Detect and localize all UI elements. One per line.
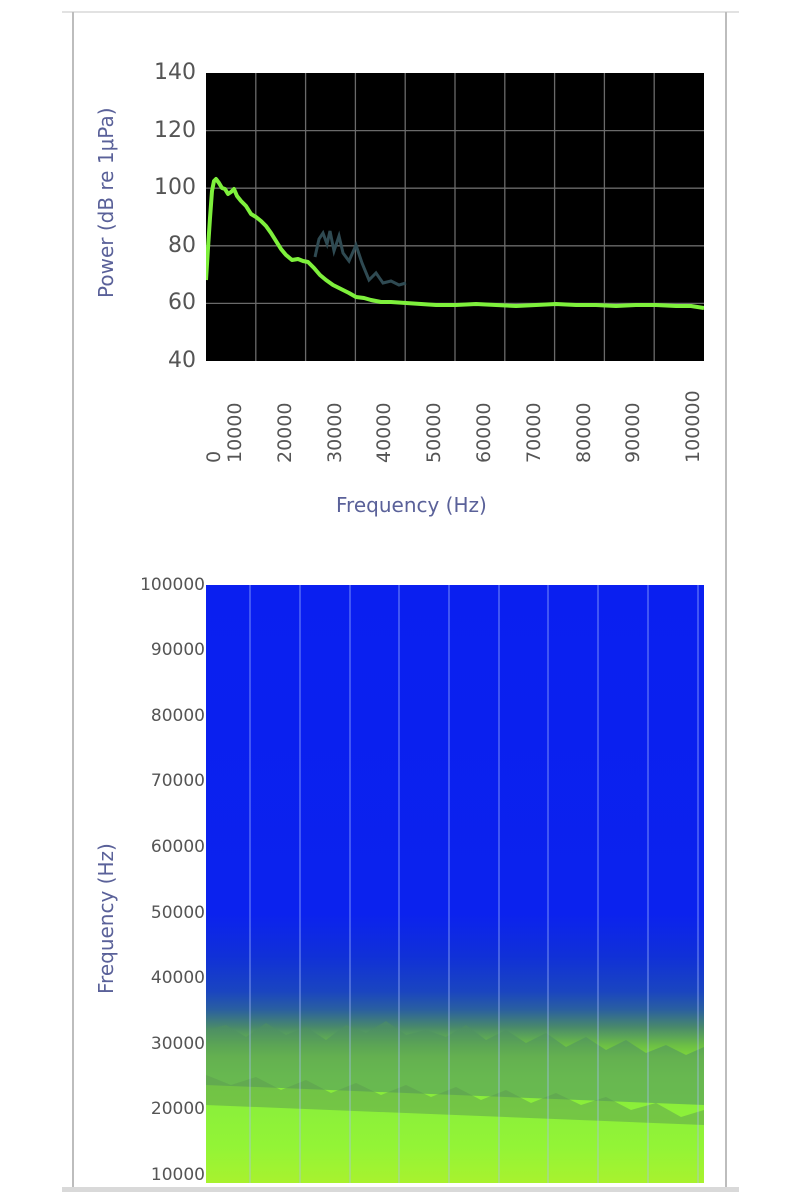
frame-right-border [725,12,727,1190]
y-tick: 100 [154,175,196,200]
time-marker [597,585,599,1183]
x-tick: 40000 [373,402,395,463]
x-tick: 70000 [523,402,545,463]
y-tick: 30000 [150,1034,205,1054]
horizontal-scrollbar[interactable] [62,1187,739,1192]
y-tick: 40 [168,348,196,373]
time-marker [249,585,251,1183]
time-marker [697,585,699,1183]
y-tick: 60000 [150,837,205,857]
y-tick: 60 [168,290,196,315]
y-tick: 120 [154,118,196,143]
time-marker [398,585,400,1183]
y-tick: 20000 [150,1099,205,1119]
y-tick: 100000 [140,575,205,595]
frame-left-border [72,12,74,1190]
power-trace [206,177,704,310]
y-tick: 70000 [150,771,205,791]
x-axis-label: Frequency (Hz) [336,493,487,517]
y-tick: 80000 [150,706,205,726]
y-tick: 50000 [150,903,205,923]
time-marker [647,585,649,1183]
top-divider [62,11,739,13]
x-tick: 0 [203,450,225,463]
x-tick: 80000 [573,402,595,463]
x-tick: 50000 [423,402,445,463]
spectrogram-plot-area[interactable] [206,585,704,1183]
x-tick: 20000 [274,402,296,463]
x-tick: 100000 [682,390,704,463]
power-plot-svg [206,73,704,361]
y-tick: 10000 [150,1165,205,1185]
x-tick: 60000 [473,402,495,463]
y-tick: 40000 [150,968,205,988]
time-marker [448,585,450,1183]
peak-trace [313,229,407,287]
power-plot-area[interactable] [206,73,704,361]
y-tick: 140 [154,60,196,85]
y-tick: 80 [168,233,196,258]
y-tick: 90000 [150,640,205,660]
time-marker [299,585,301,1183]
x-tick: 30000 [324,402,346,463]
grid-lines [206,73,704,361]
y-axis-label: Power (dB re 1μPa) [94,107,118,298]
x-tick: 90000 [622,402,644,463]
time-marker [547,585,549,1183]
y-axis-label: Frequency (Hz) [94,843,118,994]
spectrogram-texture [206,1021,704,1125]
x-tick: 10000 [224,402,246,463]
time-marker [498,585,500,1183]
time-marker [349,585,351,1183]
